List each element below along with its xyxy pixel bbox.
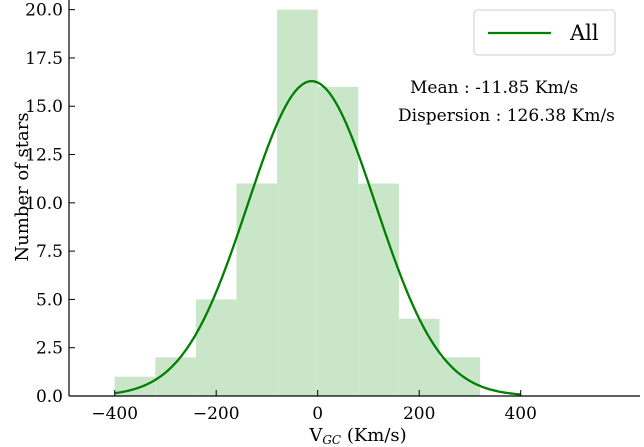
histogram-bar-3 [236, 183, 278, 396]
histogram-bar-7 [398, 318, 440, 396]
legend: All [473, 9, 616, 56]
x-tick-label: 400 [504, 404, 536, 424]
x-tick-label: −400 [91, 404, 138, 424]
legend-label-all: All [569, 21, 599, 45]
y-tick-label: 12.5 [25, 146, 63, 166]
y-tick-label: 10.0 [25, 194, 63, 214]
histogram-bar-8 [439, 357, 481, 396]
y-tick-label: 5.0 [36, 290, 63, 310]
y-axis-label: Number of stars [12, 112, 33, 261]
gaussian-fit-line [114, 79, 521, 396]
x-ticks: −400 −200 0 200 400 [91, 390, 537, 424]
x-axis-label: VGC (Km/s) [308, 425, 406, 447]
axes [68, 0, 640, 397]
histogram-bar-4 [277, 9, 318, 396]
y-tick-label: 0.0 [36, 387, 63, 407]
dispersion-annotation: Dispersion : 126.38 Km/s [398, 106, 615, 126]
x-tick-label: 200 [403, 404, 435, 424]
histogram-bars [114, 9, 481, 397]
histogram-bar-5 [317, 86, 359, 397]
y-tick-label: 15.0 [25, 97, 63, 117]
y-tick-label: 2.5 [36, 339, 63, 359]
x-tick-label: 0 [312, 404, 323, 424]
mean-annotation: Mean : -11.85 Km/s [410, 78, 578, 98]
histogram-bar-2 [195, 299, 237, 396]
histogram-bar-6 [358, 183, 399, 396]
y-tick-label: 7.5 [36, 242, 63, 262]
y-tick-label: 17.5 [25, 49, 63, 69]
y-ticks: 0.0 2.5 5.0 7.5 10.0 12.5 15.0 17.5 20.0 [25, 1, 75, 407]
y-tick-label: 20.0 [25, 1, 63, 21]
x-tick-label: −200 [193, 404, 240, 424]
